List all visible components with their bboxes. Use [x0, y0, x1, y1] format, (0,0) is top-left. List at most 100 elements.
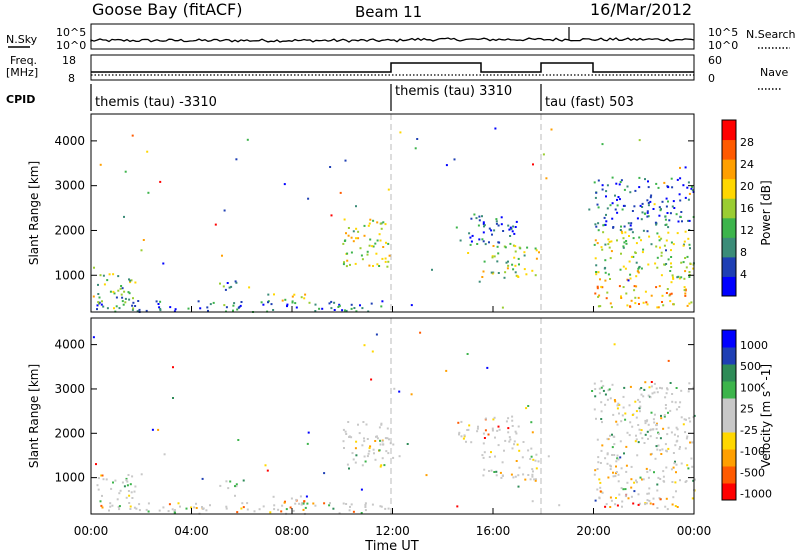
scatter-point: [246, 138, 249, 141]
scatter-point: [647, 202, 650, 204]
scatter-point: [597, 295, 600, 298]
scatter-point: [345, 232, 347, 235]
scatter-point: [646, 430, 649, 433]
scatter-point: [355, 454, 358, 457]
scatter-point: [609, 468, 612, 471]
scatter-point: [106, 307, 109, 310]
scatter-point: [664, 407, 667, 410]
scatter-point: [96, 484, 99, 487]
scatter-point: [314, 303, 317, 306]
scatter-point: [667, 200, 669, 203]
scatter-point: [615, 471, 618, 473]
scatter-point: [667, 231, 670, 234]
scatter-point: [393, 387, 396, 390]
scatter-point: [431, 268, 433, 271]
scatter-point: [109, 290, 112, 293]
scatter-point: [304, 506, 307, 509]
scatter-point: [341, 309, 344, 312]
scatter-point: [673, 433, 676, 436]
scatter-point: [680, 276, 683, 279]
scatter-point: [212, 301, 215, 304]
scatter-point: [550, 128, 553, 131]
scatter-point: [350, 303, 353, 306]
cpid-panel: CPID themis (tau) -3310 themis (tau) 331…: [6, 84, 634, 111]
freq-tick-top: 18: [62, 54, 76, 67]
scatter-point: [384, 223, 387, 226]
scatter-point: [97, 488, 100, 491]
scatter-point: [669, 212, 672, 215]
scatter-point: [670, 241, 673, 244]
scatter-point: [614, 472, 617, 475]
scatter-point: [167, 510, 170, 513]
scatter-point: [622, 246, 625, 249]
scatter-point: [646, 199, 649, 202]
scatter-point: [618, 285, 621, 288]
scatter-point: [646, 230, 649, 233]
scatter-point: [621, 414, 624, 417]
scatter-point: [496, 260, 499, 263]
scatter-point: [622, 395, 625, 398]
scatter-point: [225, 306, 228, 309]
x-tick-label: 00:00: [74, 524, 109, 538]
scatter-point: [228, 286, 231, 289]
scatter-point: [302, 502, 305, 505]
scatter-point: [380, 423, 383, 426]
scatter-point: [609, 302, 612, 305]
scatter-point: [667, 447, 670, 450]
scatter-point: [617, 458, 620, 461]
scatter-point: [383, 464, 386, 467]
scatter-point: [650, 381, 653, 383]
scatter-point: [600, 418, 603, 420]
freq-unit: [MHz]: [6, 66, 38, 79]
scatter-point: [366, 250, 369, 253]
scatter-point: [491, 255, 494, 258]
scatter-point: [95, 463, 97, 466]
scatter-point: [616, 407, 619, 410]
scatter-point: [625, 464, 628, 467]
scatter-point: [673, 462, 676, 465]
scatter-point: [190, 506, 193, 509]
scatter-point: [290, 497, 293, 500]
scatter-point: [629, 224, 632, 227]
colorbar-swatch: [722, 364, 736, 382]
noise-frame: [90, 23, 695, 50]
scatter-point: [346, 252, 349, 255]
scatter-point: [96, 304, 99, 307]
scatter-point: [303, 500, 306, 503]
scatter-point: [680, 416, 683, 419]
scatter-point: [641, 211, 644, 214]
scatter-point: [508, 228, 511, 231]
scatter-point: [596, 203, 599, 206]
scatter-point: [240, 301, 243, 303]
scatter-point: [633, 285, 636, 288]
scatter-point: [410, 304, 413, 307]
scatter-point: [672, 466, 675, 469]
scatter-point: [134, 281, 137, 284]
scatter-point: [273, 508, 276, 511]
scatter-point: [591, 390, 594, 392]
scatter-point: [614, 400, 617, 403]
scatter-point: [490, 271, 493, 274]
scatter-point: [642, 248, 645, 251]
scatter-point: [386, 427, 389, 430]
scatter-point: [460, 420, 463, 423]
scatter-point: [514, 264, 517, 267]
scatter-point: [127, 291, 130, 294]
scatter-point: [618, 198, 621, 201]
y-tick-label: 1000: [54, 268, 85, 282]
scatter-point: [622, 488, 625, 491]
colorbar-tick-label: 4: [740, 268, 747, 281]
scatter-point: [645, 467, 648, 470]
scatter-point: [291, 300, 294, 303]
scatter-point: [361, 444, 364, 447]
scatter-point: [375, 435, 377, 438]
scatter-point: [225, 507, 228, 510]
scatter-point: [657, 186, 660, 189]
scatter-point: [214, 223, 217, 226]
scatter-point: [680, 211, 683, 213]
scatter-point: [498, 241, 501, 244]
scatter-point: [509, 226, 512, 229]
scatter-point: [667, 186, 670, 189]
scatter-point: [670, 281, 673, 284]
scatter-point: [665, 497, 668, 500]
